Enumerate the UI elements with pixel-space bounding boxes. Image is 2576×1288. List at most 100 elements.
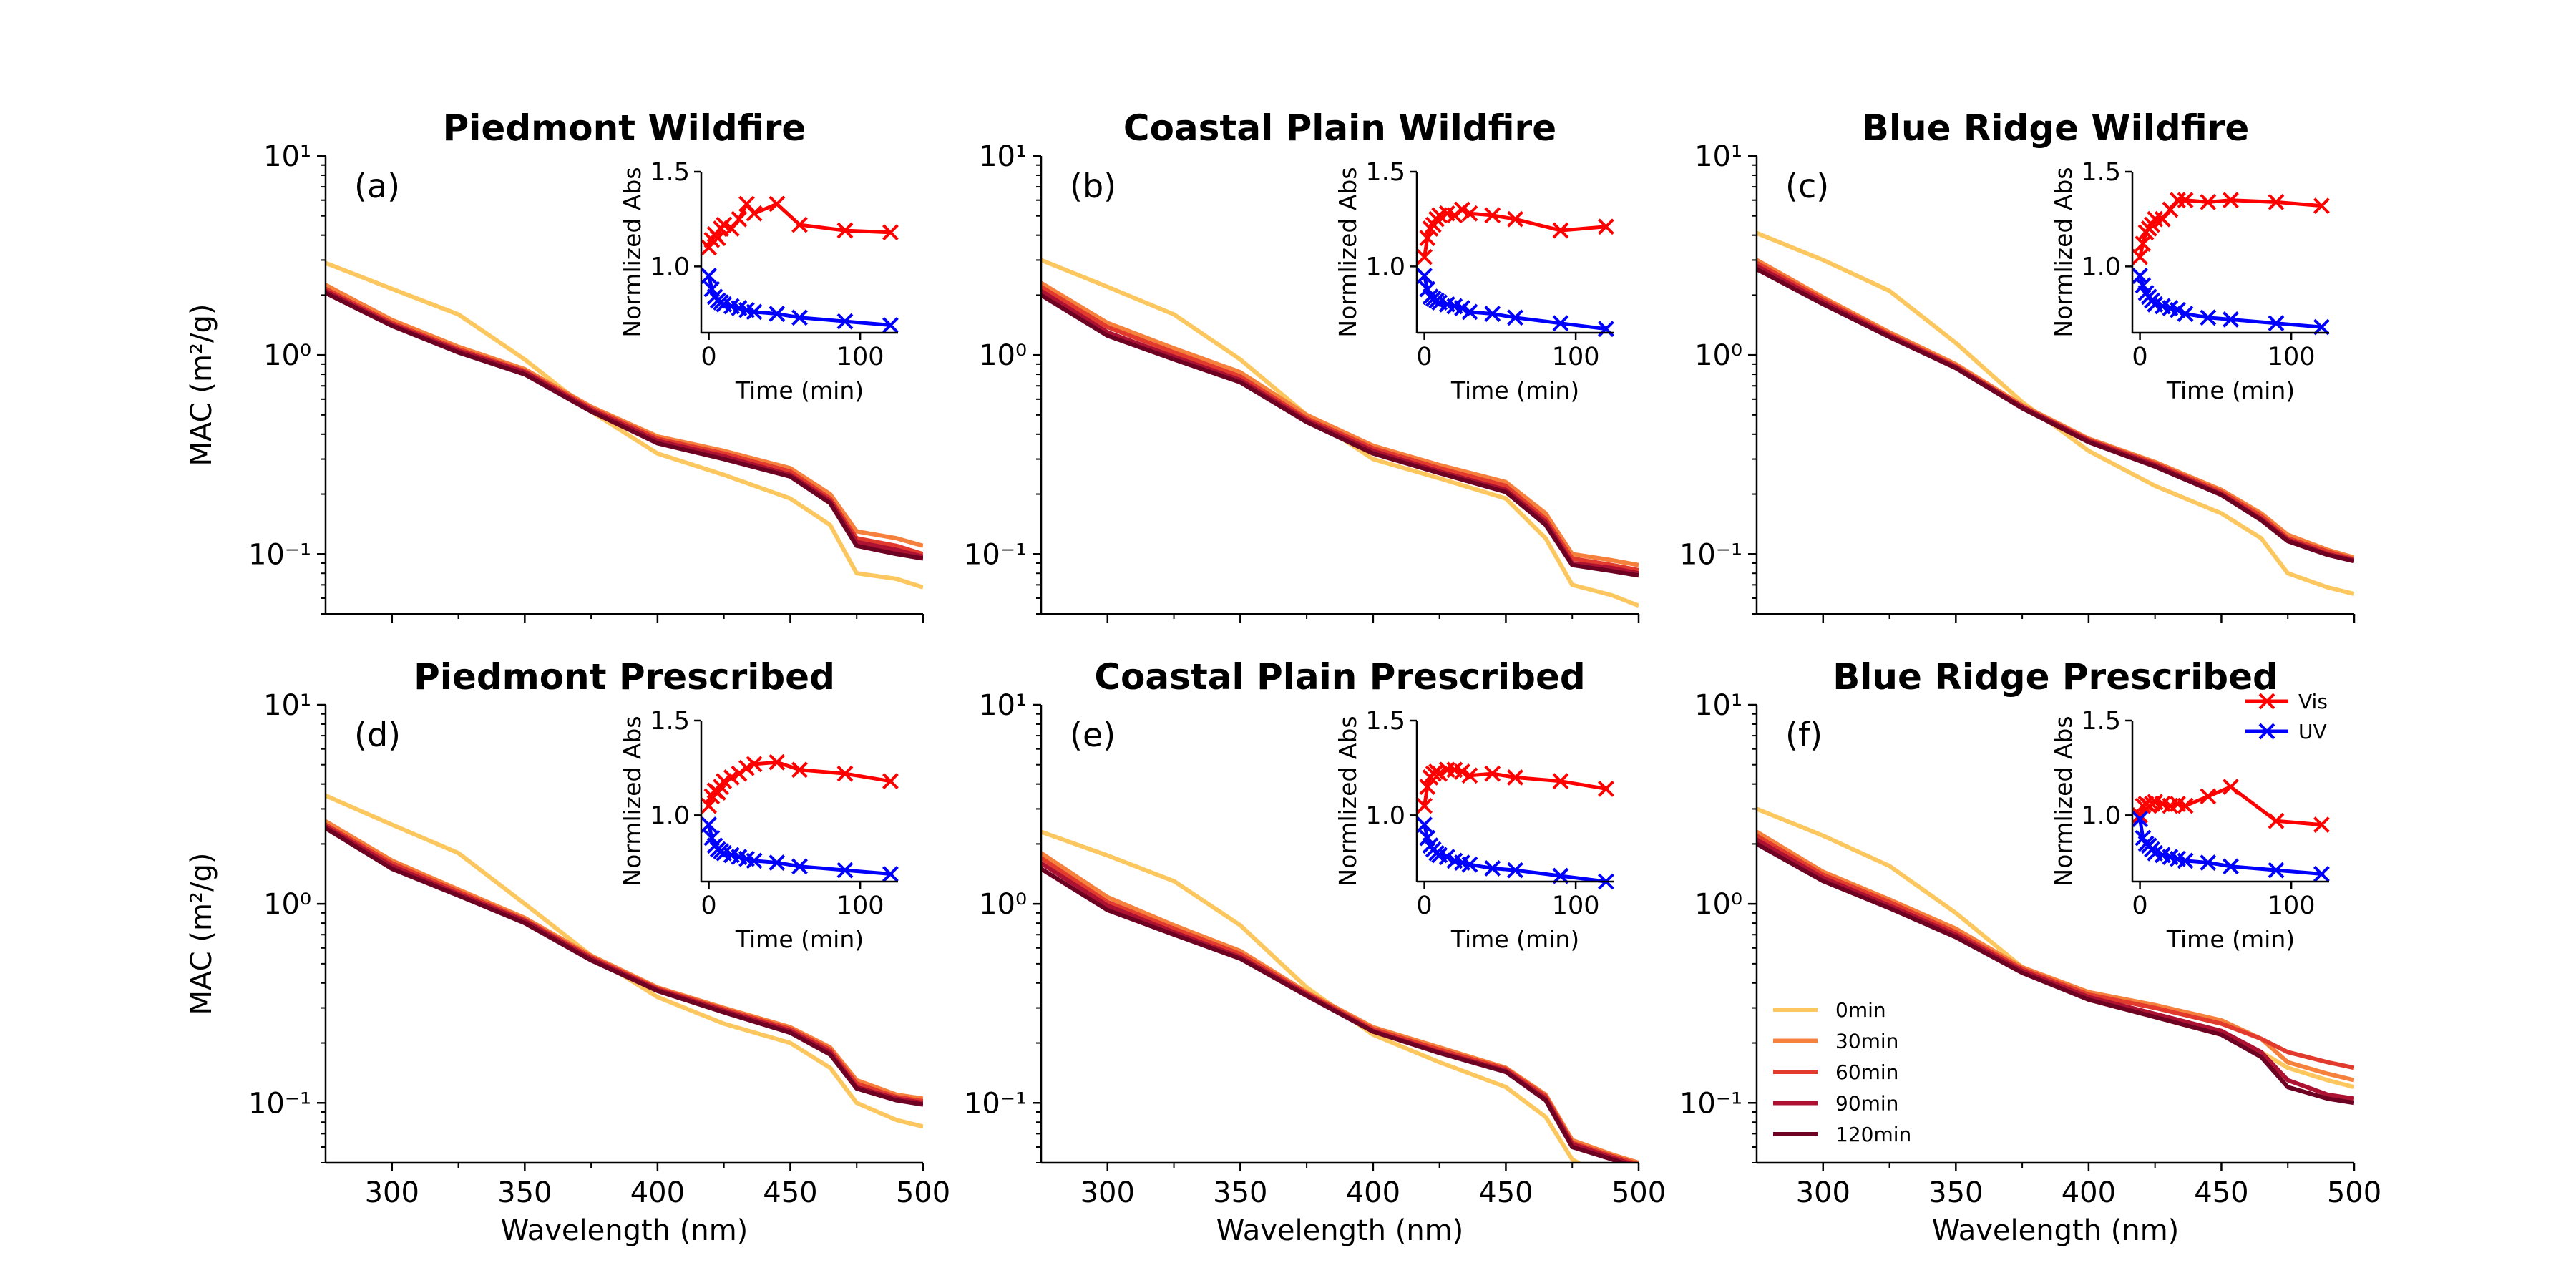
inset-legend: Vis UV	[2245, 690, 2328, 743]
panel-label: (d)	[354, 716, 401, 754]
y-tick-label: 10⁻¹	[964, 538, 1027, 571]
series-line-0min	[1041, 829, 1583, 1163]
inset-x-tick-label: 100	[2268, 343, 2316, 371]
inset-marker-Vis	[1484, 207, 1501, 224]
x-tick-label: 450	[2194, 1176, 2248, 1209]
inset-legend-label: Vis	[2298, 690, 2328, 713]
inset-marker-UV	[2268, 315, 2285, 332]
inset-marker-Vis	[1461, 205, 1478, 222]
inset-marker-UV	[1416, 268, 1433, 285]
series-group	[1041, 258, 1639, 608]
time-legend-label: 0min	[1835, 998, 1886, 1022]
inset-marker-Vis	[2177, 192, 2194, 209]
y-tick-label: 10¹	[979, 689, 1027, 722]
inset-marker-Vis	[2177, 797, 2194, 814]
series-line-0min	[1041, 258, 1639, 608]
series-group	[1757, 806, 2354, 1106]
inset-marker-Vis	[1419, 779, 1436, 796]
series-line-60min	[1757, 834, 2354, 1070]
series-group	[326, 794, 923, 1129]
inset-y-tick-label: 1.5	[1365, 707, 1405, 736]
inset-marker-UV	[1461, 303, 1478, 321]
inset-marker-Vis	[1461, 767, 1478, 784]
inset-x-tick-label: 100	[1552, 343, 1600, 371]
inset-x-label: Time (min)	[1450, 376, 1579, 404]
inset-legend-marker	[2258, 693, 2275, 710]
series-line-0min	[326, 260, 923, 590]
inset-marker-Vis	[1598, 780, 1614, 797]
inset-marker-Vis	[2223, 779, 2239, 796]
inset-marker-UV	[1484, 306, 1501, 322]
series-line-30min	[1041, 280, 1639, 567]
inset-marker-Vis	[2200, 788, 2217, 805]
inset-x-label: Time (min)	[1450, 925, 1579, 953]
inset-y-tick-label: 1.0	[1365, 253, 1405, 281]
inset-x-label: Time (min)	[735, 925, 864, 953]
panel-5: 300 350 400 450 500 10⁻¹ 10⁰ 10¹ Coastal Plain P…	[964, 656, 1666, 1247]
panel-label: (e)	[1070, 716, 1116, 754]
series-line-120min	[1757, 267, 2354, 564]
inset-y-tick-label: 1.0	[650, 253, 690, 281]
panel-title: Coastal Plain Wildfire	[1123, 107, 1556, 149]
inset-marker-UV	[1507, 862, 1523, 879]
time-legend-label: 60min	[1835, 1060, 1898, 1084]
series-line-0min	[1757, 230, 2354, 597]
inset-marker-Vis	[2313, 197, 2330, 215]
inset-marker-Vis	[746, 756, 763, 773]
inset-line-Vis	[2138, 785, 2322, 827]
inset-x-tick-label: 0	[1416, 343, 1432, 371]
inset-x-tick-label: 0	[701, 343, 716, 371]
inset-marker-Vis	[882, 773, 899, 790]
panel-title: Blue Ridge Prescribed	[1833, 656, 2278, 698]
time-legend-label: 120min	[1835, 1123, 1911, 1146]
inset-marker-UV	[1598, 321, 1614, 338]
x-axis-label: Wavelength (nm)	[501, 1214, 748, 1247]
x-tick-label: 500	[896, 1176, 950, 1209]
inset-plot: 0 100 1.0 1.5 Time (min) Normlized Abs	[618, 158, 899, 404]
panel-label: (a)	[354, 167, 400, 205]
inset-marker-Vis	[836, 222, 854, 239]
inset-plot: 0 100 1.0 1.5 Time (min) Normlized Abs	[1334, 707, 1614, 953]
y-tick-label: 10¹	[1694, 140, 1742, 173]
time-legend-label: 90min	[1835, 1092, 1898, 1116]
y-tick-label: 10⁻¹	[248, 1087, 311, 1120]
inset-x-tick-label: 100	[836, 343, 884, 371]
x-tick-label: 350	[497, 1176, 552, 1209]
inset-x-tick-label: 0	[2132, 343, 2147, 371]
panel-label: (f)	[1785, 716, 1823, 754]
inset-marker-Vis	[2132, 248, 2148, 265]
inset-marker-UV	[769, 306, 786, 322]
inset-marker-Vis	[1484, 765, 1501, 782]
inset-y-label: Normlized Abs	[2049, 167, 2077, 337]
x-tick-label: 300	[1080, 1176, 1135, 1209]
y-tick-label: 10⁻¹	[248, 538, 311, 571]
inset-marker-UV	[882, 865, 899, 882]
inset-marker-Vis	[731, 210, 748, 228]
panel-title: Blue Ridge Wildfire	[1862, 107, 2250, 149]
inset-marker-Vis	[769, 195, 786, 213]
inset-marker-UV	[2132, 268, 2148, 285]
panel-3: 10⁻¹ 10⁰ 10¹ Blue Ridge Wildfire (c) 0 100 1.0 1…	[1679, 107, 2356, 623]
x-tick-label: 300	[365, 1176, 419, 1209]
panel-label: (b)	[1070, 167, 1116, 205]
x-tick-label: 300	[1796, 1176, 1850, 1209]
x-tick-label: 350	[1928, 1176, 1983, 1209]
inset-x-tick-label: 100	[1552, 892, 1600, 920]
inset-marker-UV	[791, 309, 808, 326]
inset-marker-UV	[836, 313, 854, 330]
inset-marker-Vis	[769, 753, 786, 771]
x-tick-label: 400	[1346, 1176, 1400, 1209]
inset-y-label: Normlized Abs	[1334, 716, 1362, 886]
x-axis-label: Wavelength (nm)	[1932, 1214, 2180, 1247]
inset-marker-UV	[2313, 318, 2330, 336]
inset-y-tick-label: 1.0	[650, 801, 690, 830]
inset-marker-UV	[882, 316, 899, 333]
inset-x-label: Time (min)	[2166, 925, 2295, 953]
inset-y-tick-label: 1.0	[2081, 253, 2121, 281]
inset-x-tick-label: 100	[2268, 892, 2316, 920]
inset-y-tick-label: 1.0	[1365, 801, 1405, 830]
inset-y-label: Normlized Abs	[2049, 716, 2077, 886]
inset-marker-UV	[701, 816, 717, 834]
y-tick-label: 10⁰	[979, 339, 1027, 372]
